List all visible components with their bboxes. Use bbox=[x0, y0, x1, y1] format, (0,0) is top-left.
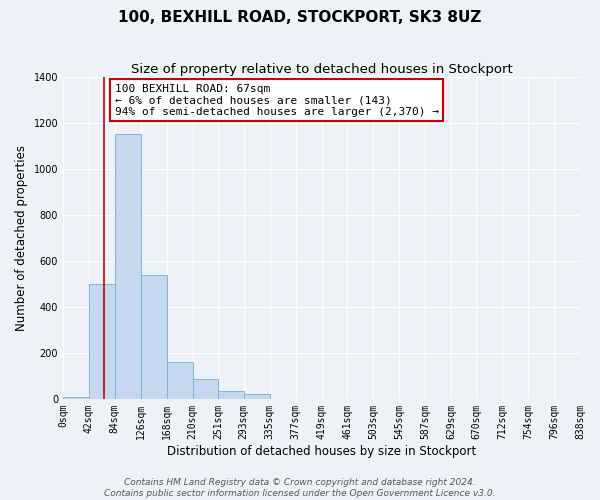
Bar bbox=[115, 134, 141, 399]
Bar bbox=[244, 394, 270, 399]
Title: Size of property relative to detached houses in Stockport: Size of property relative to detached ho… bbox=[131, 62, 512, 76]
Bar bbox=[141, 274, 167, 399]
Y-axis label: Number of detached properties: Number of detached properties bbox=[15, 145, 28, 331]
Bar bbox=[167, 362, 193, 399]
Text: 100 BEXHILL ROAD: 67sqm
← 6% of detached houses are smaller (143)
94% of semi-de: 100 BEXHILL ROAD: 67sqm ← 6% of detached… bbox=[115, 84, 439, 117]
Text: 100, BEXHILL ROAD, STOCKPORT, SK3 8UZ: 100, BEXHILL ROAD, STOCKPORT, SK3 8UZ bbox=[118, 10, 482, 25]
Bar bbox=[89, 284, 115, 399]
Bar bbox=[218, 391, 244, 399]
Bar bbox=[63, 396, 89, 399]
Bar bbox=[193, 380, 218, 399]
Text: Contains HM Land Registry data © Crown copyright and database right 2024.
Contai: Contains HM Land Registry data © Crown c… bbox=[104, 478, 496, 498]
X-axis label: Distribution of detached houses by size in Stockport: Distribution of detached houses by size … bbox=[167, 444, 476, 458]
